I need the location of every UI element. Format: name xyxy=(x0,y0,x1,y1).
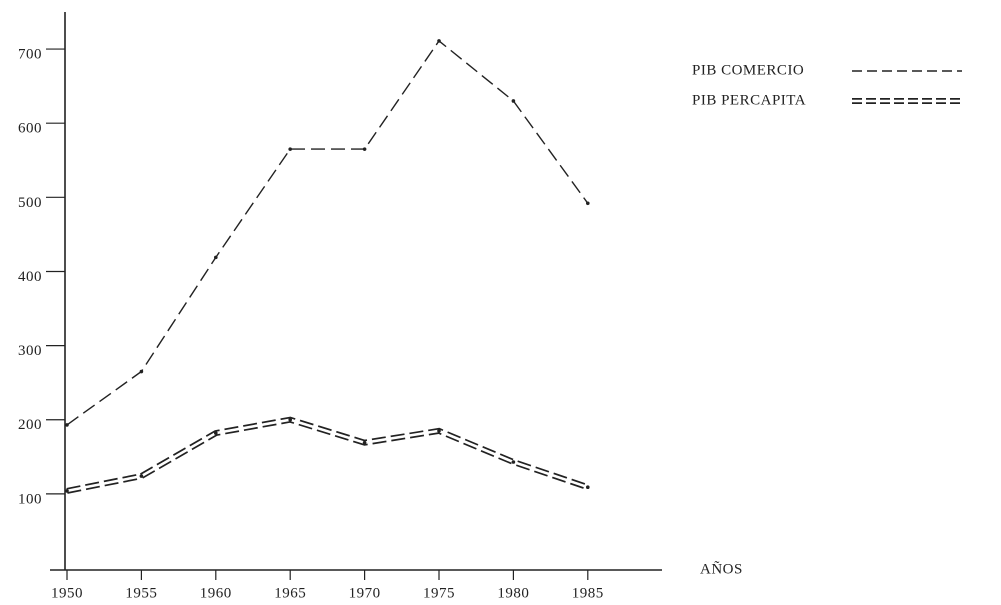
point xyxy=(288,417,293,422)
point xyxy=(437,39,441,43)
y-tick-label: 600 xyxy=(18,121,42,137)
point xyxy=(586,201,590,206)
x-tick-label: 1950 xyxy=(51,585,83,601)
point xyxy=(511,460,516,464)
y-tick-label: 400 xyxy=(18,269,42,285)
x-tick-label: 1960 xyxy=(200,585,232,601)
point xyxy=(139,474,144,478)
point xyxy=(214,255,218,260)
x-tick-label: 1955 xyxy=(125,585,157,601)
series-line xyxy=(66,39,589,426)
point xyxy=(288,147,293,151)
x-axis-label: AÑOS xyxy=(700,561,743,577)
point xyxy=(362,440,367,445)
x-tick-label: 1980 xyxy=(497,585,529,601)
y-tick-label: 100 xyxy=(18,491,42,507)
point xyxy=(586,485,590,489)
point xyxy=(214,431,218,435)
x-tick-label: 1970 xyxy=(349,585,381,601)
x-tick-label: 1985 xyxy=(572,585,604,601)
legend-label: PIB COMERCIO xyxy=(692,62,804,78)
point xyxy=(362,147,367,151)
y-tick-label: 200 xyxy=(18,417,42,433)
series-line-inner xyxy=(66,418,589,493)
x-tick-label: 1965 xyxy=(274,585,306,601)
point xyxy=(65,489,69,493)
legend-label: PIB PERCAPITA xyxy=(692,92,806,108)
y-tick-label: 700 xyxy=(18,47,42,63)
point xyxy=(437,429,441,433)
y-tick-label: 300 xyxy=(18,343,42,359)
x-tick-label: 1975 xyxy=(423,585,455,601)
y-tick-label: 500 xyxy=(18,195,42,211)
point xyxy=(511,99,516,103)
point xyxy=(65,423,69,427)
point xyxy=(139,369,144,374)
